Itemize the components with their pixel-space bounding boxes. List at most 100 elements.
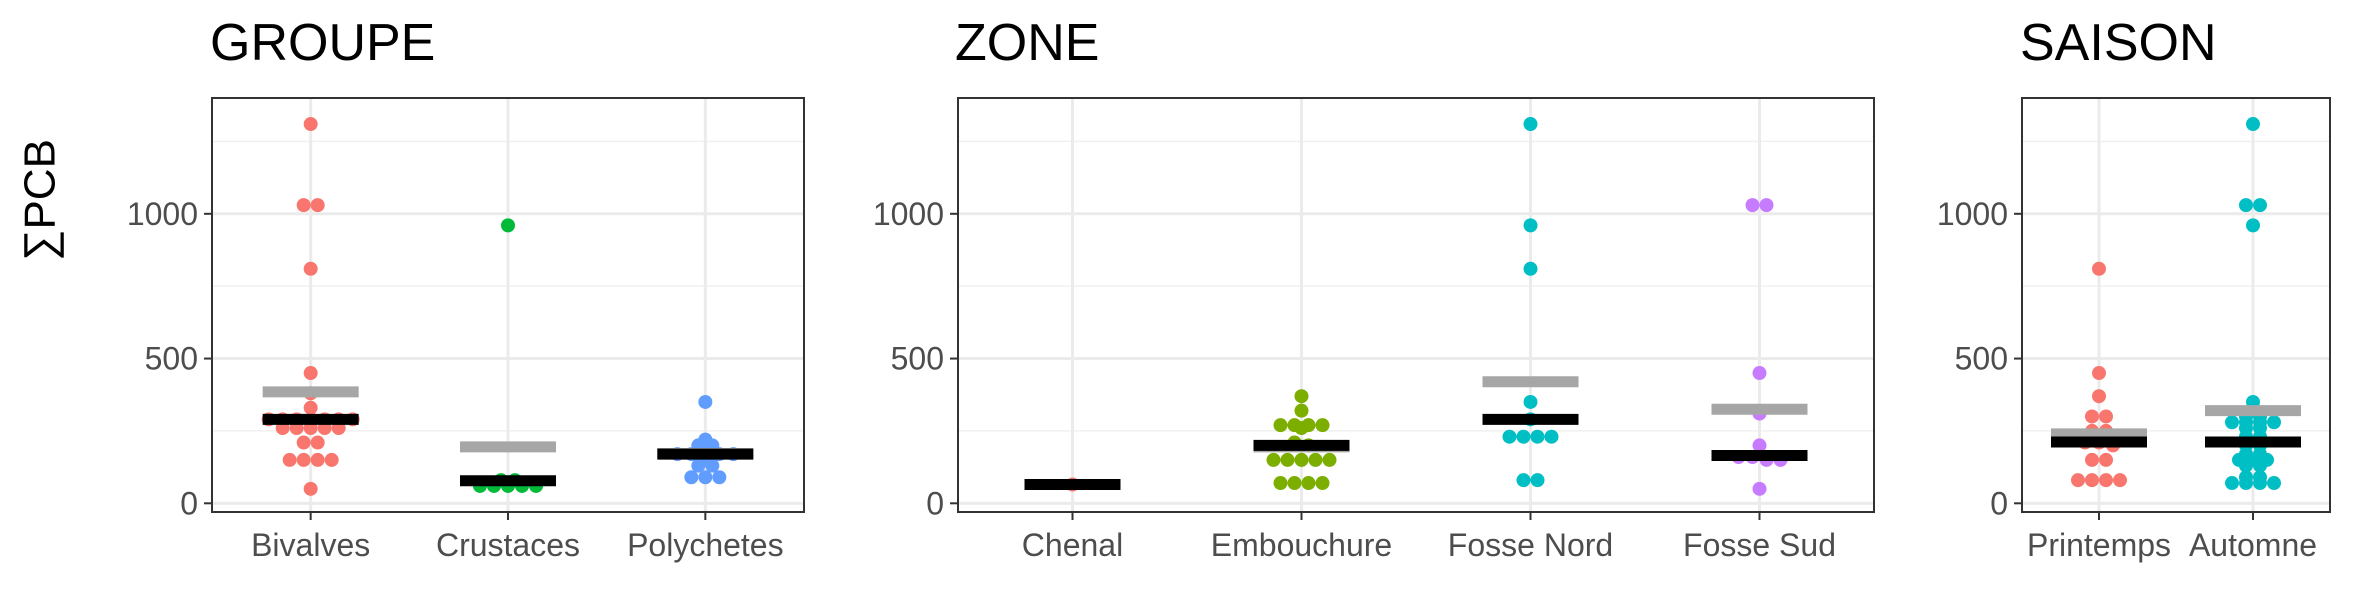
data-point	[698, 432, 713, 447]
data-point	[1752, 438, 1767, 453]
data-point	[2092, 389, 2106, 404]
panel-saison: SAISON 0 500 1000 Printemps Automne	[1937, 14, 2331, 563]
data-point	[1530, 473, 1545, 488]
panel-border	[957, 97, 1875, 513]
x-tick-label: Fosse Nord	[1448, 527, 1613, 563]
data-point	[296, 435, 311, 450]
data-point	[2253, 198, 2267, 213]
data-point	[1759, 198, 1774, 213]
data-point	[1523, 218, 1538, 233]
data-point	[2085, 409, 2099, 424]
data-point	[1294, 403, 1309, 418]
data-point	[282, 452, 297, 467]
panel-title: SAISON	[2020, 14, 2217, 72]
x-tick-label: Chenal	[1022, 527, 1123, 563]
panel-title: ZONE	[955, 14, 1099, 72]
data-point	[1266, 452, 1281, 467]
data-point	[296, 198, 311, 213]
data-point	[2239, 470, 2253, 485]
data-point	[324, 452, 339, 467]
data-point	[1530, 429, 1545, 444]
data-point	[2246, 117, 2260, 132]
data-point	[501, 218, 515, 233]
data-point	[1273, 418, 1288, 433]
data-point	[1544, 429, 1559, 444]
data-point	[2085, 452, 2099, 467]
data-point	[1752, 481, 1767, 496]
data-point	[1273, 476, 1288, 491]
data-point	[1752, 366, 1767, 381]
x-tick-label: Polychetes	[627, 527, 784, 563]
y-tick-label: 500	[891, 341, 944, 377]
data-point	[712, 470, 727, 485]
data-point	[1308, 452, 1323, 467]
x-tick-label: Printemps	[2027, 527, 2171, 563]
panel-border	[211, 97, 805, 513]
data-point	[310, 452, 325, 467]
data-point	[2099, 409, 2113, 424]
data-point	[303, 366, 318, 381]
y-tick-label: 0	[180, 485, 198, 521]
y-tick-label: 0	[926, 485, 944, 521]
y-tick-label: 1000	[1937, 196, 2008, 232]
data-point	[2113, 473, 2127, 488]
y-tick-label: 1000	[873, 196, 944, 232]
data-point	[2092, 261, 2106, 276]
data-point	[1523, 261, 1538, 276]
x-tick-label: Bivalves	[251, 527, 370, 563]
data-point	[1523, 394, 1538, 409]
data-point	[303, 261, 318, 276]
data-point	[303, 481, 318, 496]
data-point	[1294, 389, 1309, 404]
data-point	[1287, 476, 1302, 491]
data-point	[1315, 418, 1330, 433]
data-point	[1516, 473, 1531, 488]
data-point	[1301, 418, 1316, 433]
data-point	[684, 470, 699, 485]
data-point	[2253, 470, 2267, 485]
panel-border	[2021, 97, 2331, 513]
data-point	[2225, 415, 2239, 430]
data-point	[2071, 473, 2085, 488]
data-point	[1745, 198, 1760, 213]
x-tick-label: Embouchure	[1211, 527, 1392, 563]
data-point	[2225, 476, 2239, 491]
data-point	[2246, 218, 2260, 233]
data-point	[2267, 476, 2281, 491]
y-axis-title: ∑PCB	[16, 139, 65, 261]
y-tick-label: 500	[1955, 341, 2008, 377]
panel-title: GROUPE	[210, 14, 435, 72]
x-tick-label: Fosse Sud	[1683, 527, 1836, 563]
y-tick-label: 1000	[127, 196, 198, 232]
y-tick-label: 500	[145, 341, 198, 377]
data-point	[1322, 452, 1337, 467]
data-point	[1516, 429, 1531, 444]
data-point	[1502, 429, 1517, 444]
data-point	[296, 452, 311, 467]
data-point	[1294, 452, 1309, 467]
data-point	[1301, 476, 1316, 491]
data-point	[2267, 415, 2281, 430]
data-point	[2099, 473, 2113, 488]
data-point	[2099, 452, 2113, 467]
chart-panels: GROUPE 0 500 1000 Bivalves Crustaces Polychete…	[127, 14, 2331, 563]
data-point	[303, 117, 318, 132]
data-point	[1280, 452, 1295, 467]
data-point	[1287, 418, 1302, 433]
x-tick-label: Automne	[2189, 527, 2317, 563]
data-point	[2092, 366, 2106, 381]
panel-groupe: GROUPE 0 500 1000 Bivalves Crustaces Polychete…	[127, 14, 805, 563]
data-point	[1315, 476, 1330, 491]
data-point	[310, 198, 325, 213]
data-point	[303, 400, 318, 415]
x-tick-label: Crustaces	[436, 527, 580, 563]
data-point	[2085, 473, 2099, 488]
data-point	[2239, 198, 2253, 213]
y-tick-label: 0	[1990, 485, 2008, 521]
panel-zone: ZONE 0 500 1000 Chenal Embouchure Fosse Nord Fo…	[873, 14, 1875, 563]
data-point	[698, 470, 713, 485]
data-point	[310, 435, 325, 450]
data-point	[1523, 117, 1538, 132]
data-point	[698, 394, 713, 409]
